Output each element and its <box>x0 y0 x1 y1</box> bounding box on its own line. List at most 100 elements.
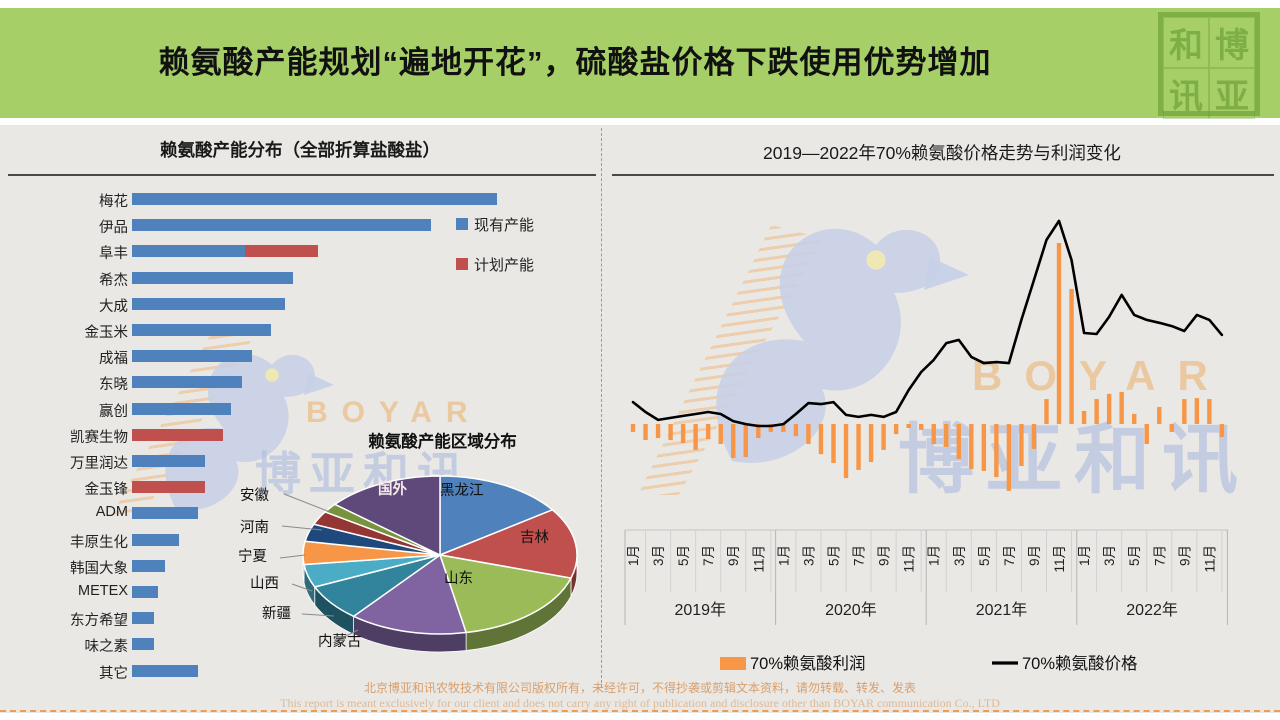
profit-bar <box>668 424 673 441</box>
profit-bar <box>693 424 698 450</box>
pie-label-黑龙江: 黑龙江 <box>440 483 484 499</box>
bar-row: 韩国大象 <box>12 553 598 579</box>
bar-category-label: 梅花 <box>99 194 128 210</box>
bar-row: 希杰 <box>12 265 598 291</box>
svg-text:11月: 11月 <box>751 545 766 573</box>
svg-text:9月: 9月 <box>1177 545 1192 566</box>
pie-slice-内蒙古 <box>352 553 468 635</box>
profit-bar <box>994 424 999 478</box>
profit-bar <box>731 424 736 459</box>
watermark-cn-right: 博亚和讯 <box>898 418 1250 503</box>
bar-category-label: 赢创 <box>99 403 128 420</box>
svg-text:2022年: 2022年 <box>1126 601 1178 619</box>
bar-category-label: 味之素 <box>84 639 129 656</box>
bar-row: 金玉米 <box>12 317 598 343</box>
pie-slice-吉林 <box>437 508 578 579</box>
svg-text:1月: 1月 <box>1077 545 1092 566</box>
profit-bar <box>1019 424 1024 466</box>
bar-segment-existing <box>132 376 242 389</box>
svg-text:3月: 3月 <box>1102 545 1117 566</box>
profit-bars-series <box>630 243 1225 491</box>
svg-text:11月: 11月 <box>902 545 917 573</box>
pie-label-吉林: 吉林 <box>520 530 549 546</box>
svg-text:11月: 11月 <box>1202 545 1217 573</box>
svg-text:9月: 9月 <box>877 545 892 566</box>
bar-segment-existing <box>132 612 154 625</box>
bar-category-label: 希杰 <box>99 272 128 289</box>
svg-text:2020年: 2020年 <box>825 601 877 619</box>
bar-chart-title: 赖氨酸产能分布（全部折算盐酸盐） <box>160 140 440 160</box>
dove-watermark-left <box>165 354 334 511</box>
bar-segment-existing <box>132 271 293 284</box>
bar-row: 梅花 <box>12 186 598 212</box>
pie-leader-line <box>301 613 335 617</box>
profit-bar <box>655 424 661 439</box>
bar-category-label: ADM <box>95 504 128 521</box>
svg-text:1月: 1月 <box>626 545 641 566</box>
bar-category-label: 金玉锋 <box>84 482 129 499</box>
svg-text:5月: 5月 <box>676 545 691 566</box>
svg-text:3月: 3月 <box>801 545 816 566</box>
profit-bar <box>705 424 711 440</box>
profit-bar <box>1069 288 1074 424</box>
profit-bar <box>630 424 636 432</box>
bar-row: 伊品 <box>12 212 598 238</box>
bar-segment-existing <box>132 219 432 232</box>
svg-text:5月: 5月 <box>826 545 841 566</box>
bar-row: 味之素 <box>12 631 598 657</box>
bar-segment-existing <box>132 455 205 467</box>
profit-bar <box>1119 391 1124 424</box>
pie-label-内蒙古: 内蒙古 <box>318 634 362 650</box>
profit-bar <box>931 424 936 444</box>
bar-category-label: 万里润达 <box>70 456 128 472</box>
legend-item-planned: 计划产能 <box>456 254 596 274</box>
profit-bar <box>1207 399 1212 424</box>
price-line-series <box>631 219 1224 428</box>
seal-char-br: 亚 <box>1209 68 1255 119</box>
pie-label-山东: 山东 <box>444 571 473 587</box>
profit-bar <box>680 424 686 444</box>
svg-text:7月: 7月 <box>701 545 716 566</box>
profit-bar <box>1056 243 1062 424</box>
footer-copyright-cn: 北京博亚和讯农牧技术有限公司版权所有，未经许可，不得抄袭或剪辑文本资料，请勿转载… <box>363 681 916 695</box>
svg-text:11月: 11月 <box>1052 545 1067 573</box>
footer-copyright-en: This report is meant exclusively for our… <box>280 696 1000 710</box>
profit-bar <box>1031 424 1037 449</box>
profit-bar <box>881 424 886 450</box>
svg-text:7月: 7月 <box>1002 545 1017 566</box>
month-labels: 1月 3月 5月 7月 9月 11月 1月 3月 5月 7月 9月 11月 1月 3月 5月 7月 9月 11月 1… <box>626 545 1217 573</box>
bar-category-label: 其它 <box>99 665 128 682</box>
profit-bar <box>1219 424 1225 438</box>
bar-chart-legend: 现有产能 计划产能 <box>456 214 596 294</box>
pie-label-山西: 山西 <box>250 576 279 592</box>
bar-segment-planned <box>132 481 205 494</box>
profit-bar <box>1132 413 1137 424</box>
bar-row: 金玉锋 <box>12 474 598 500</box>
bar-row: 阜丰 <box>12 238 598 264</box>
pie-slice-国外 <box>333 475 441 557</box>
bar-category-label: 成福 <box>99 351 128 368</box>
bar-category-label: 大成 <box>99 298 128 315</box>
watermark-boyar-right: BOYAR <box>972 352 1230 399</box>
pie-label-宁夏: 宁夏 <box>238 549 267 565</box>
seal-char-tr: 博 <box>1209 17 1255 68</box>
svg-text:1月: 1月 <box>927 545 942 566</box>
bar-category-label: 韩国大象 <box>70 560 128 577</box>
profit-bar <box>806 424 811 444</box>
profit-bar <box>893 424 899 435</box>
svg-text:3月: 3月 <box>651 545 666 566</box>
bar-segment-existing <box>132 193 497 205</box>
bar-row: 东晓 <box>12 369 598 395</box>
legend-item-existing: 现有产能 <box>456 214 596 234</box>
pie-label-安徽: 安徽 <box>240 488 269 504</box>
profit-bar <box>918 424 924 430</box>
planned-capacity-swatch <box>456 258 468 270</box>
pie-leader-line <box>283 493 331 513</box>
seal-char-bl: 讯 <box>1163 68 1209 119</box>
combo-chart-legend: 70%赖氨酸利润 70%赖氨酸价格 <box>720 654 1138 673</box>
bar-segment-existing <box>132 324 271 336</box>
profit-bar <box>756 424 761 439</box>
svg-text:9月: 9月 <box>726 545 741 566</box>
page-title: 赖氨酸产能规划“遍地开花”，硫酸盐价格下跌使用优势增加 <box>158 45 992 80</box>
